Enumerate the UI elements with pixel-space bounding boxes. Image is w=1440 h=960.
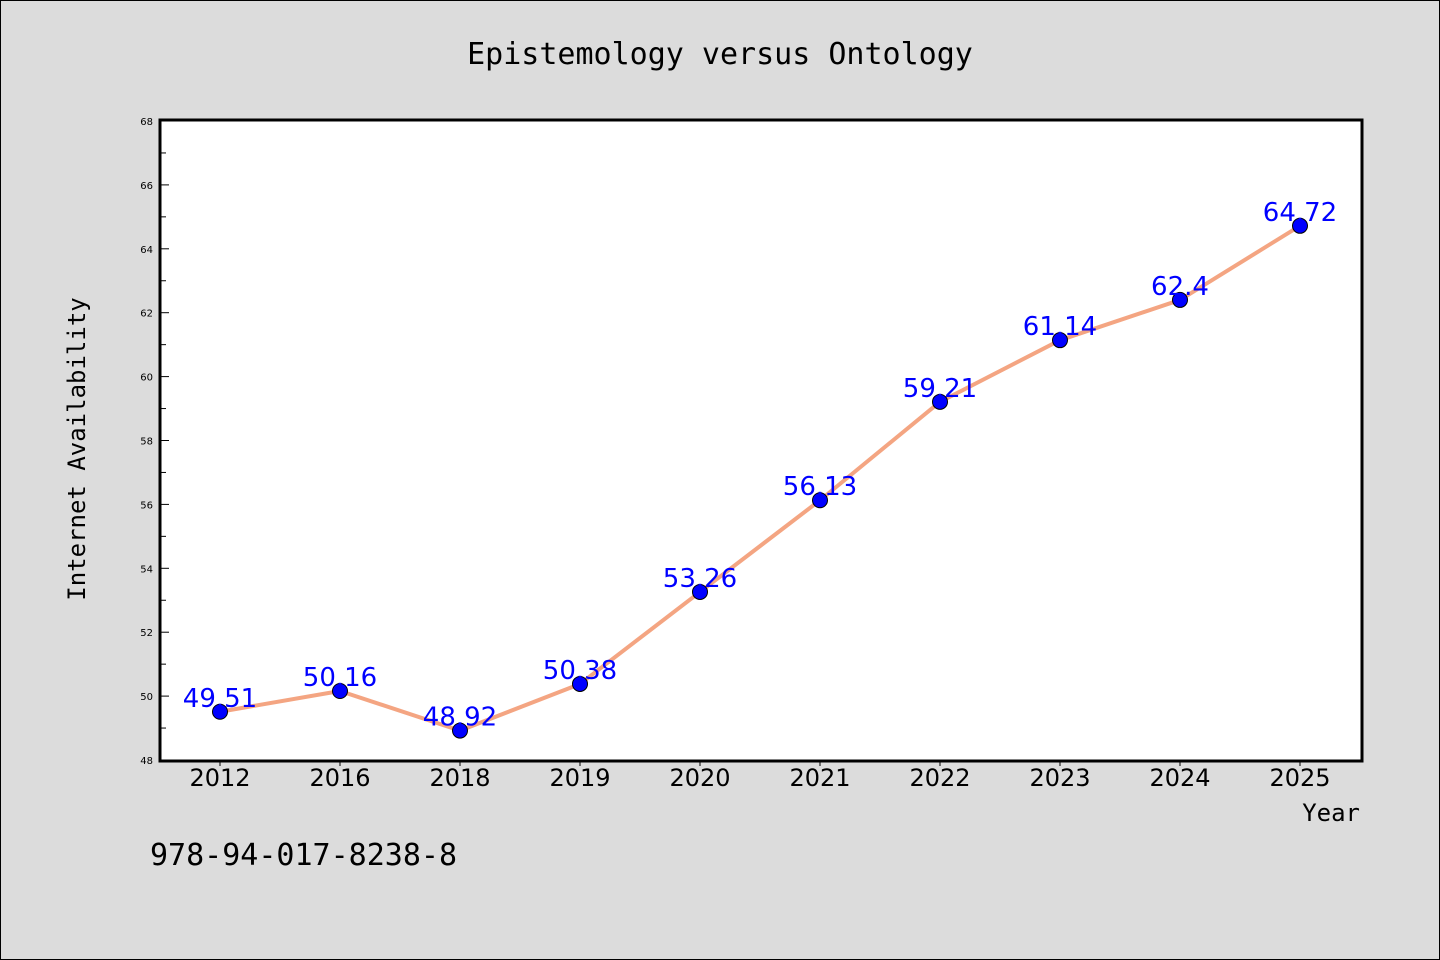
data-label: 48.92 [423,703,497,733]
y-axis-label: Internet Availability [63,297,91,600]
y-tick-label: 60 [140,373,153,384]
data-point [1292,217,1308,234]
y-tick-label: 54 [140,564,153,575]
data-label: 62.4 [1151,272,1209,302]
data-point [572,675,588,692]
y-tick-label: 50 [140,692,153,703]
data-label: 61.14 [1023,312,1097,342]
y-tick-label: 56 [140,500,153,511]
x-tick-label: 2025 [1269,764,1330,792]
x-axis: 2012 2016 2018 2019 2020 2021 2022 2023 2024 2025 [189,760,1331,792]
y-axis: 48 50 52 54 56 58 60 62 64 66 68 [140,117,169,767]
y-tick-label: 62 [140,309,153,320]
data-point [332,682,348,699]
data-label: 50.38 [543,656,617,686]
x-tick-label: 2023 [1029,764,1090,792]
data-point [452,722,468,739]
x-tick-label: 2022 [909,764,970,792]
data-label: 56.13 [783,472,857,502]
x-tick-label: 2012 [189,764,250,792]
x-tick-label: 2024 [1149,764,1210,792]
x-tick-label: 2019 [549,764,610,792]
y-tick-label: 66 [140,181,153,192]
data-label: 59.21 [903,374,977,404]
plot-area [158,118,1364,763]
y-tick-label: 68 [140,117,153,128]
y-tick-label: 64 [140,245,153,256]
data-label: 53.26 [663,564,737,594]
data-point [692,583,708,600]
data-label: 50.16 [303,663,377,693]
x-tick-label: 2018 [429,764,490,792]
x-axis-label: Year [1302,799,1360,827]
data-point [812,492,828,509]
data-point [212,703,228,720]
x-tick-label: 2016 [309,764,370,792]
x-tick-label: 2021 [789,764,850,792]
data-point [932,393,948,410]
data-point [1052,332,1068,349]
y-tick-label: 58 [140,437,153,448]
data-series: 49.51 50.16 48.92 50.38 53.26 56.13 59.21 61.14… [183,198,1337,739]
series-line [218,223,1302,733]
data-label: 64.72 [1263,198,1337,228]
y-tick-label: 48 [140,756,153,767]
data-point [1172,291,1188,308]
isbn-text: 978-94-017-8238-8 [150,838,457,873]
y-tick-label: 52 [140,628,153,639]
x-tick-label: 2020 [669,764,730,792]
data-label: 49.51 [183,684,257,714]
chart-title: Epistemology versus Ontology [467,37,973,72]
